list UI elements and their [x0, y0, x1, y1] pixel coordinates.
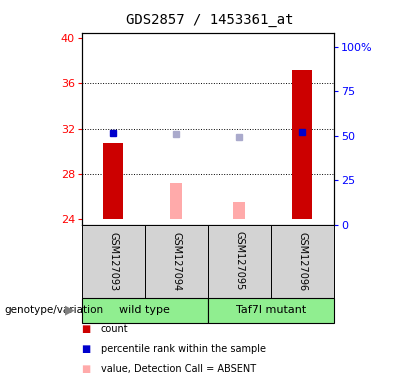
Bar — [292, 70, 312, 219]
Bar — [234, 202, 245, 219]
Text: GSM127095: GSM127095 — [234, 232, 244, 291]
Text: GDS2857 / 1453361_at: GDS2857 / 1453361_at — [126, 13, 294, 27]
Text: GSM127093: GSM127093 — [108, 232, 118, 291]
Text: ■: ■ — [81, 364, 91, 374]
Text: count: count — [101, 324, 129, 334]
Text: ▶: ▶ — [65, 304, 74, 316]
Text: ■: ■ — [81, 344, 91, 354]
Text: genotype/variation: genotype/variation — [4, 305, 103, 315]
Text: percentile rank within the sample: percentile rank within the sample — [101, 344, 266, 354]
Text: GSM127096: GSM127096 — [297, 232, 307, 291]
Text: ■: ■ — [81, 324, 91, 334]
Text: wild type: wild type — [119, 305, 171, 315]
Text: GSM127094: GSM127094 — [171, 232, 181, 291]
Text: Taf7l mutant: Taf7l mutant — [236, 305, 306, 315]
Text: value, Detection Call = ABSENT: value, Detection Call = ABSENT — [101, 364, 256, 374]
Bar — [103, 143, 123, 219]
Bar — [171, 183, 182, 219]
